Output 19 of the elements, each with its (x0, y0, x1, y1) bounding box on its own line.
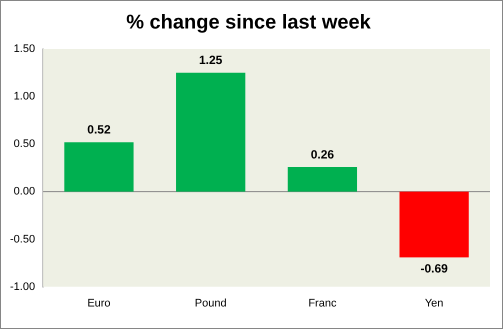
data-label: 0.26 (310, 147, 334, 162)
y-tick-label: 0.50 (14, 138, 36, 150)
x-tick-label: Franc (308, 297, 337, 310)
data-label: 1.25 (198, 53, 223, 68)
y-tick-label: 0.00 (14, 186, 36, 198)
y-tick-label: 1.50 (14, 43, 36, 56)
y-tick-label: -1.00 (10, 280, 36, 293)
bar (399, 192, 469, 258)
data-label: -0.69 (420, 262, 448, 276)
y-tick-label: -0.50 (10, 233, 36, 246)
data-label: 0.52 (87, 122, 111, 137)
x-tick-label: Euro (87, 297, 111, 310)
bar (288, 166, 358, 192)
y-tick-label: 1.00 (14, 90, 36, 103)
bar (64, 142, 134, 192)
chart-title: % change since last week (126, 12, 372, 34)
bar (176, 72, 246, 192)
x-tick-label: Pound (194, 297, 227, 310)
x-tick-label: Yen (424, 297, 444, 310)
